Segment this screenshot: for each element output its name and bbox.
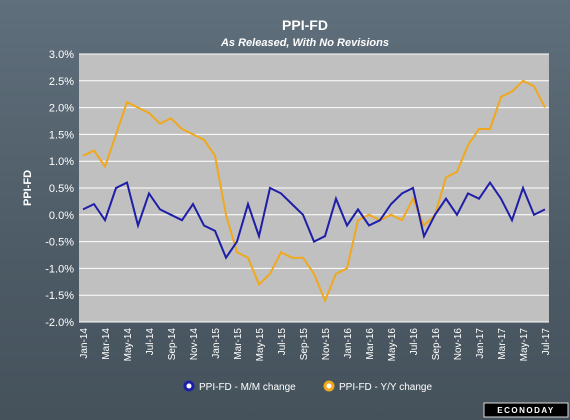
x-tick-label: Jan-14: [79, 328, 90, 359]
x-tick-label: May-16: [387, 328, 398, 362]
x-tick-label: Jan-16: [343, 328, 354, 359]
x-tick-label: Mar-16: [365, 328, 376, 360]
x-tick-label: Nov-15: [321, 328, 332, 361]
y-tick-label: -1.5%: [45, 290, 74, 302]
x-tick-label: Mar-17: [497, 328, 508, 360]
x-tick-label: Jan-17: [475, 328, 486, 359]
x-tick-label: Jul-14: [145, 328, 156, 356]
x-tick-label: Nov-14: [189, 328, 200, 361]
x-tick-label: Sep-16: [431, 328, 442, 361]
chart-subtitle: As Released, With No Revisions: [220, 37, 389, 49]
x-tick-label: Sep-14: [167, 328, 178, 361]
series-lines: [82, 79, 546, 304]
y-tick-label: 0.5%: [49, 183, 74, 195]
y-tick-label: -2.0%: [45, 317, 74, 329]
y-tick-label: 2.0%: [49, 103, 74, 115]
y-axis-label: PPI-FD: [22, 170, 34, 206]
logo-text: ECONODAY: [497, 406, 555, 415]
legend-marker-yy: [323, 380, 335, 392]
series-line-yy: [82, 79, 546, 304]
legend-marker-mm: [183, 380, 195, 392]
x-tick-label: May-15: [255, 328, 266, 362]
x-tick-label: May-17: [519, 328, 530, 362]
x-axis-ticks: Jan-14 Mar-14 May-14 Jul-14 Sep-14 Nov-14 Jan-…: [79, 328, 552, 362]
x-tick-label: Jul-16: [409, 328, 420, 356]
series-line-mm: [82, 180, 546, 260]
y-tick-label: 0.0%: [49, 210, 74, 222]
x-tick-label: Jul-17: [541, 328, 552, 356]
x-tick-label: Mar-15: [233, 328, 244, 360]
grid-lines: [79, 53, 549, 323]
y-tick-label: 1.0%: [49, 156, 74, 168]
y-axis-ticks: 3.0% 2.5% 2.0% 1.5% 1.0% 0.5% 0.0% -0.5% -1.0% -1…: [45, 49, 74, 329]
y-tick-label: 1.5%: [49, 129, 74, 141]
x-tick-label: Jan-15: [211, 328, 222, 359]
econoday-logo: ECONODAY: [483, 402, 569, 418]
chart-title: PPI-FD: [282, 17, 328, 33]
x-tick-label: Sep-15: [299, 328, 310, 361]
x-tick-label: Mar-14: [101, 328, 112, 360]
legend-label-yy: PPI-FD - Y/Y change: [339, 382, 432, 393]
y-tick-label: -0.5%: [45, 237, 74, 249]
legend: PPI-FD - M/M change PPI-FD - Y/Y change: [183, 380, 432, 393]
legend-label-mm: PPI-FD - M/M change: [199, 382, 296, 393]
y-tick-label: -1.0%: [45, 263, 74, 275]
x-tick-label: Nov-16: [453, 328, 464, 361]
y-tick-label: 3.0%: [49, 49, 74, 61]
x-tick-label: May-14: [123, 328, 134, 362]
y-tick-label: 2.5%: [49, 76, 74, 88]
x-tick-label: Jul-15: [277, 328, 288, 356]
